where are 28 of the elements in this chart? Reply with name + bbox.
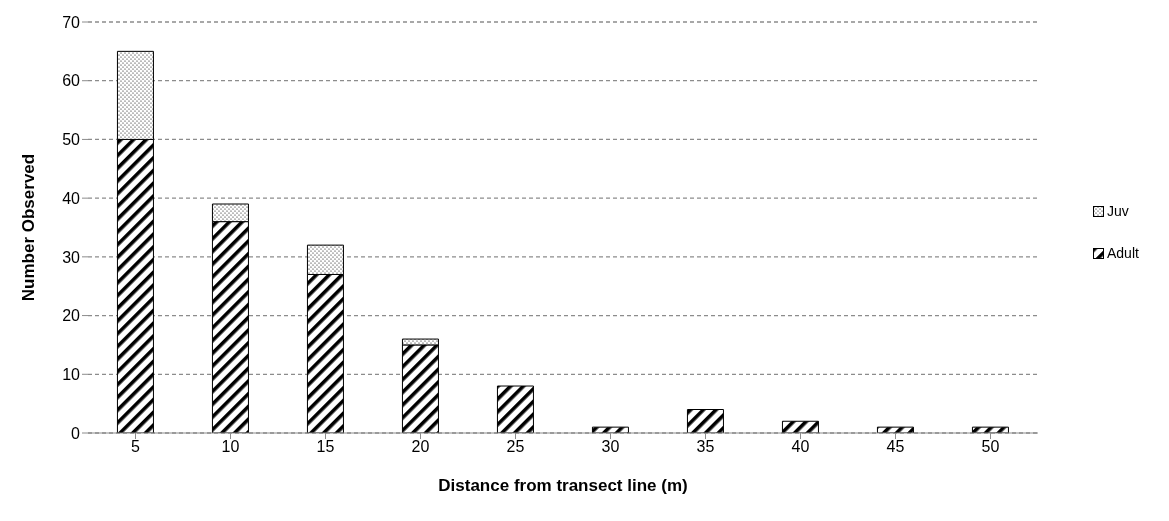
bar (591, 426, 629, 433)
y-tick-label: 0 (71, 424, 81, 442)
x-tick-label: 40 (791, 438, 810, 456)
y-axis-title: Number Observed (19, 153, 39, 302)
x-axis-title: Distance from transect line (m) (438, 476, 688, 495)
x-tick-label: 25 (506, 438, 525, 456)
x-tick-label: 20 (411, 438, 430, 456)
legend-label: Juv (1107, 203, 1129, 219)
y-tick-label: 20 (62, 307, 81, 325)
bar (496, 385, 534, 433)
y-tick-label: 30 (62, 248, 81, 266)
x-tick-label: 45 (886, 438, 905, 456)
x-tick-label: 30 (601, 438, 620, 456)
y-tick-label: 40 (62, 189, 81, 207)
bar (781, 420, 819, 433)
legend-label: Adult (1107, 245, 1139, 261)
x-tick-label: 5 (131, 438, 141, 456)
bar (686, 409, 724, 433)
bar (971, 426, 1009, 433)
x-tick-label: 35 (696, 438, 715, 456)
x-tick-label: 15 (316, 438, 335, 456)
y-tick-label: 10 (62, 365, 81, 383)
y-tick-label: 60 (62, 72, 81, 90)
bar (876, 426, 914, 433)
y-tick-label: 70 (62, 13, 81, 31)
x-tick-label: 10 (221, 438, 240, 456)
x-tick-label: 50 (981, 438, 1000, 456)
y-tick-label: 50 (62, 131, 81, 149)
